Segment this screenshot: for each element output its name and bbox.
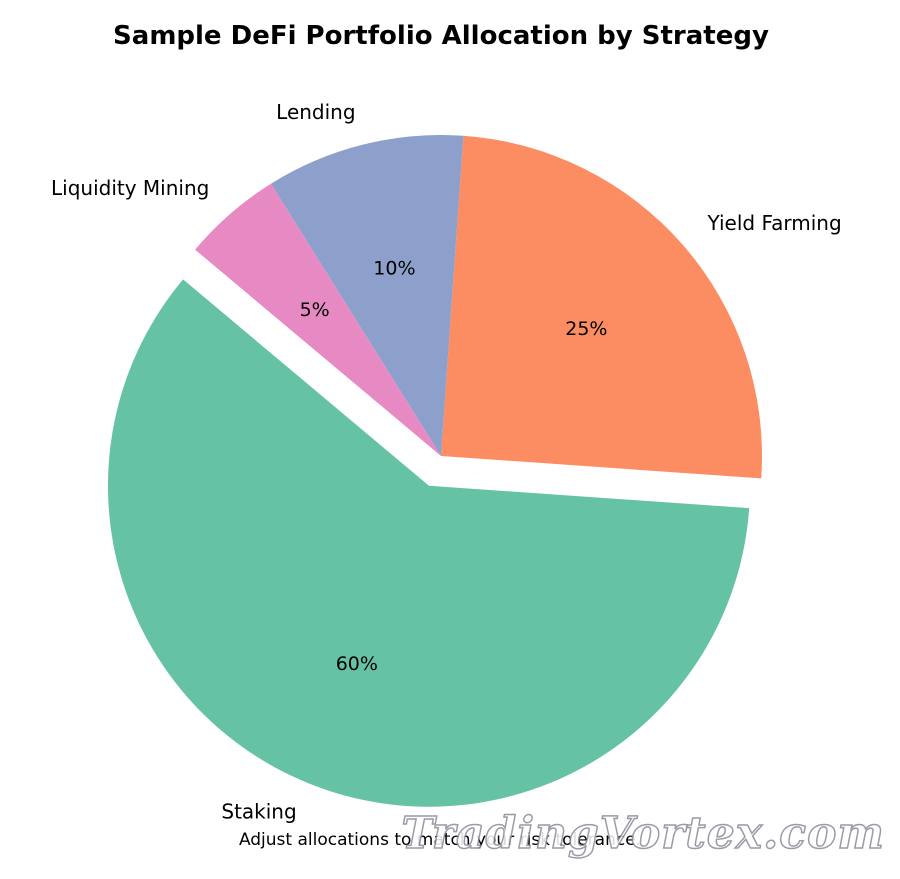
pie-percent-label-yield-farming: 25% (565, 318, 607, 340)
pie-slice-staking (107, 279, 750, 807)
pie-percent-label-staking: 60% (336, 653, 378, 675)
pie-percent-label-liquidity-mining: 5% (300, 299, 330, 321)
pie-slice-liquidity-mining (195, 183, 441, 457)
pie-category-label-yield-farming: Yield Farming (706, 211, 841, 235)
chart-caption: Adjust allocations to match your risk to… (239, 830, 641, 850)
pie-category-label-staking: Staking (221, 800, 296, 824)
chart-title: Sample DeFi Portfolio Allocation by Stra… (113, 21, 769, 51)
slices-layer (107, 135, 762, 807)
labels-layer: 60% Staking 25% Yield Farming 10% Lending 5% Li… (51, 100, 842, 824)
pie-category-label-lending: Lending (276, 100, 355, 124)
pie-slice-yield-farming (441, 135, 762, 479)
pie-category-label-liquidity-mining: Liquidity Mining (51, 176, 209, 200)
pie-slice-lending (270, 135, 464, 456)
pie-percent-label-lending: 10% (373, 258, 415, 280)
watermark-logo: TradingVortex.com (401, 808, 885, 859)
